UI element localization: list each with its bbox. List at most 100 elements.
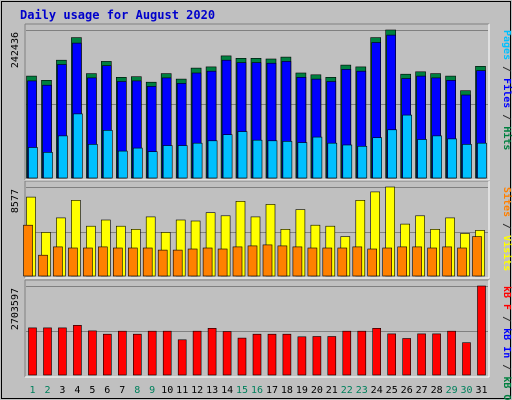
- bar-pages-day-25: [387, 129, 398, 179]
- bar-kb-f-day-10: [162, 330, 172, 376]
- bar-pages-day-15: [237, 131, 248, 179]
- x-tick-label: 14: [221, 385, 233, 396]
- bar-sites-day-16: [247, 245, 258, 277]
- bar-pages-day-16: [252, 139, 263, 179]
- x-tick-label: 19: [296, 385, 308, 396]
- bar-sites-day-27: [412, 246, 422, 277]
- bar-kb-f-day-9: [147, 330, 157, 376]
- bar-pages-day-7: [118, 150, 128, 179]
- bar-pages-day-3: [58, 135, 68, 179]
- bar-kb-f-day-12: [192, 330, 202, 376]
- bars-hits: [26, 29, 487, 179]
- x-tick-label: 3: [59, 385, 65, 396]
- bar-kb-f-day-22: [342, 330, 352, 376]
- x-tick-label: 23: [356, 385, 368, 396]
- bar-kb-f-day-3: [58, 327, 67, 376]
- bar-sites-day-22: [337, 247, 348, 277]
- y-max-label: 8577: [10, 189, 21, 213]
- x-tick-label: 1: [29, 385, 35, 396]
- bar-kb-f-day-28: [432, 333, 441, 376]
- x-tick-label: 28: [431, 385, 443, 396]
- bar-sites-day-17: [262, 244, 273, 277]
- x-tick-label: 9: [149, 385, 155, 396]
- bar-kb-f-day-11: [177, 339, 187, 376]
- x-tick-label: 10: [161, 385, 173, 396]
- panel-visits: 8577 Sites / Visits: [10, 180, 512, 279]
- bar-pages-day-31: [477, 142, 487, 179]
- x-tick-label: 11: [176, 385, 188, 396]
- bar-kb-f-day-7: [118, 330, 127, 376]
- bars-visits: [23, 186, 485, 277]
- legend-entry: Pages: [501, 30, 512, 60]
- bar-sites-day-4: [68, 247, 78, 277]
- bar-sites-day-30: [457, 247, 467, 277]
- x-tick-label: 17: [266, 385, 278, 396]
- legend-entry: kB Out: [501, 376, 512, 400]
- bar-pages-day-11: [177, 145, 188, 179]
- bar-pages-day-10: [162, 145, 173, 179]
- bar-sites-day-7: [113, 247, 123, 277]
- legend-entry: kB F: [501, 286, 512, 310]
- y-axis-legend: Sites / Visits: [501, 187, 512, 271]
- legend-entry: /: [501, 60, 512, 78]
- x-tick-label: 2: [44, 385, 50, 396]
- bar-kb-f-day-15: [237, 337, 247, 376]
- bar-kb-f-day-2: [43, 327, 52, 376]
- x-tick-labels: 1 2 3 4 5 6 7 8 9 10 11 12 13 14 15 16 17 18 19 20 21 22 23 24 2…: [29, 385, 487, 396]
- x-tick-label: 15: [236, 385, 248, 396]
- bar-pages-day-21: [327, 142, 338, 179]
- bar-pages-day-30: [462, 144, 472, 179]
- bar-sites-day-13: [202, 247, 213, 277]
- bar-kb-f-day-29: [447, 330, 456, 376]
- x-tick-label: 27: [416, 385, 428, 396]
- bar-sites-day-29: [442, 246, 452, 277]
- bar-sites-day-6: [98, 246, 108, 277]
- bar-pages-day-2: [43, 152, 53, 179]
- bar-sites-day-23: [352, 246, 363, 277]
- bar-pages-day-22: [342, 144, 353, 179]
- bar-kb-f-day-25: [387, 333, 397, 376]
- bar-sites-day-8: [128, 247, 138, 277]
- bar-pages-day-12: [192, 142, 203, 179]
- x-tick-label: 16: [251, 385, 263, 396]
- chart-title: Daily usage for August 2020: [20, 8, 215, 22]
- x-tick-label: 25: [386, 385, 398, 396]
- bar-pages-day-19: [297, 142, 308, 179]
- bar-kb-f-day-8: [133, 333, 142, 376]
- legend-entry: Hits: [501, 126, 512, 150]
- x-tick-label: 6: [104, 385, 110, 396]
- legend-entry: Visits: [501, 235, 512, 271]
- bar-sites-day-18: [277, 245, 288, 277]
- bar-sites-day-14: [217, 248, 228, 277]
- legend-entry: /: [501, 108, 512, 126]
- bar-sites-day-5: [83, 247, 93, 277]
- bar-sites-day-26: [397, 246, 408, 277]
- bar-pages-day-13: [207, 140, 218, 179]
- bar-sites-day-19: [292, 246, 303, 277]
- bar-pages-day-8: [133, 147, 143, 179]
- panel-kbytes: 2703597 kB F / kB In / kB Out: [10, 279, 512, 400]
- bar-sites-day-9: [142, 247, 153, 277]
- x-tick-label: 12: [191, 385, 203, 396]
- y-axis-legend: kB F / kB In / kB Out: [501, 286, 512, 400]
- bar-kb-f-day-19: [297, 336, 307, 376]
- bar-kb-f-day-6: [103, 333, 112, 376]
- x-tick-label: 26: [401, 385, 413, 396]
- bar-sites-day-25: [382, 247, 393, 277]
- x-tick-label: 18: [281, 385, 293, 396]
- bar-kb-f-day-24: [372, 327, 382, 376]
- bar-sites-day-10: [157, 249, 168, 277]
- bar-kb-f-day-31: [477, 285, 486, 376]
- bar-pages-day-24: [372, 137, 383, 179]
- bar-kb-f-day-18: [282, 333, 292, 376]
- bar-kb-f-day-27: [417, 333, 426, 376]
- legend-entry: /: [501, 217, 512, 235]
- bar-pages-day-4: [73, 113, 83, 179]
- bar-sites-day-31: [472, 236, 482, 277]
- legend-entry: Files: [501, 78, 512, 108]
- bars-kbytes: [28, 285, 486, 376]
- y-max-label: 2703597: [10, 288, 21, 330]
- y-axis-legend: Pages / Files / Hits: [501, 30, 512, 150]
